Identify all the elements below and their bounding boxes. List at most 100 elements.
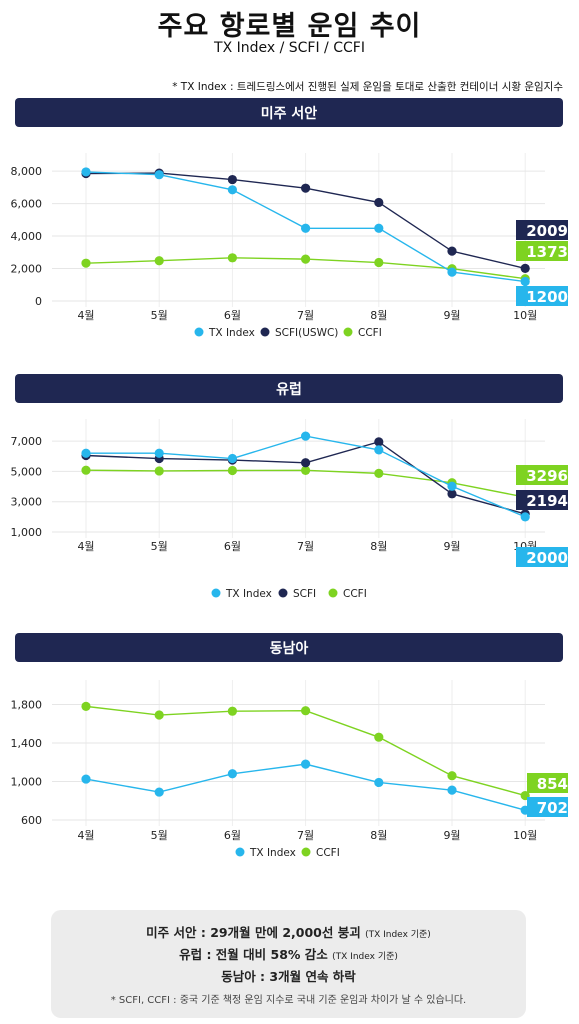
end-label-box	[516, 220, 568, 240]
end-label-box	[516, 286, 568, 306]
end-value-label-tx: 702	[527, 797, 568, 817]
end-label-box	[527, 773, 568, 793]
data-point-tx	[447, 267, 457, 277]
x-tick-label: 4월	[77, 540, 94, 553]
end-label-box	[527, 797, 568, 817]
x-tick-label: 5월	[151, 540, 168, 553]
end-value-label-scfi: 2194	[516, 490, 568, 510]
data-point-tx	[374, 445, 384, 455]
end-value-label-ccfi: 1373	[516, 241, 568, 261]
x-tick-label: 6월	[224, 309, 241, 322]
end-label-text: 854	[537, 775, 568, 793]
x-tick-label: 7월	[297, 829, 314, 842]
summary-line-southeast-asia: 동남아 : 3개월 연속 하락	[221, 969, 356, 984]
data-point-tx	[301, 223, 311, 233]
data-point-ccfi	[301, 706, 311, 716]
data-point-scfi	[447, 246, 457, 256]
legend-marker	[278, 588, 288, 598]
x-tick-label: 8월	[370, 540, 387, 553]
legend-label: TX Index	[249, 847, 296, 859]
end-label-text: 2194	[526, 492, 568, 510]
data-point-tx	[520, 276, 530, 287]
summary-line-europe-basis: (TX Index 기준)	[332, 952, 398, 962]
legend-label: CCFI	[316, 847, 340, 859]
data-point-tx	[154, 448, 164, 458]
y-tick-label: 600	[21, 814, 42, 827]
summary-footnote: * SCFI, CCFI : 중국 기준 책정 운임 지수로 국내 기준 운임과…	[110, 995, 467, 1006]
summary-line-us-west-text: 미주 서안 : 29개월 만에 2,000선 붕괴	[146, 925, 361, 940]
x-tick-label: 9월	[443, 309, 460, 322]
y-tick-label: 8,000	[11, 165, 43, 178]
data-point-ccfi	[374, 468, 384, 478]
data-point-tx	[154, 170, 164, 180]
section-header-europe: 유럽	[15, 374, 563, 403]
end-label-text: 2000	[526, 549, 568, 567]
legend-item-ccfi: CCFI	[343, 327, 382, 339]
x-tick-label: 9월	[443, 829, 460, 842]
data-point-ccfi	[447, 771, 457, 781]
end-label-text: 2009	[526, 222, 568, 240]
data-point-tx	[227, 769, 237, 779]
data-point-ccfi	[301, 254, 311, 264]
end-label-text: 1200	[526, 288, 568, 306]
chart-us-west: 0 2,000 4,000 6,000 8,000 4월 5월 6월 7월 8월 9월 10월 1200…	[11, 153, 568, 339]
legend-item-scfi: SCFI	[278, 588, 316, 600]
end-label-box	[516, 490, 568, 510]
y-tick-label: 3,000	[11, 496, 43, 509]
end-label-box	[516, 547, 568, 567]
x-tick-label: 7월	[297, 540, 314, 553]
page-subtitle: TX Index / SCFI / CCFI	[214, 40, 365, 56]
data-point-ccfi	[154, 710, 164, 720]
legend-marker	[260, 327, 270, 337]
summary-line-us-west-basis: (TX Index 기준)	[365, 930, 431, 940]
end-label-text: 3296	[526, 467, 568, 485]
data-point-ccfi	[301, 465, 311, 475]
legend-item-tx: TX Index	[211, 588, 272, 600]
data-point-scfi	[447, 489, 457, 499]
y-tick-label: 2,000	[11, 263, 43, 276]
end-label-text: 1373	[526, 243, 568, 261]
end-label-box	[516, 241, 568, 261]
data-point-tx	[227, 185, 237, 195]
x-tick-label: 6월	[224, 540, 241, 553]
data-point-tx	[520, 512, 530, 522]
legend-marker	[194, 327, 204, 337]
y-tick-label: 7,000	[11, 435, 43, 448]
data-point-tx	[301, 431, 311, 441]
data-point-tx	[81, 167, 91, 177]
x-tick-label: 5월	[151, 309, 168, 322]
data-point-tx	[154, 787, 164, 797]
x-tick-label: 9월	[443, 540, 460, 553]
legend-label: TX Index	[208, 327, 255, 339]
tx-index-note: * TX Index : 트레드링스에서 진행된 실제 운임을 토대로 산출한 …	[172, 81, 563, 93]
y-tick-label: 5,000	[11, 465, 43, 478]
data-point-tx	[374, 777, 384, 788]
data-point-scfi	[374, 197, 384, 208]
data-point-ccfi	[374, 257, 384, 268]
end-value-label-ccfi: 854	[527, 773, 568, 793]
legend-marker	[343, 327, 353, 337]
summary-line-us-west: 미주 서안 : 29개월 만에 2,000선 붕괴 (TX Index 기준)	[51, 923, 526, 945]
data-point-tx	[447, 481, 457, 491]
data-point-tx	[227, 453, 237, 464]
legend-label: TX Index	[225, 588, 272, 600]
y-tick-label: 1,000	[11, 526, 43, 539]
section-header-southeast-asia: 동남아	[15, 633, 563, 662]
x-tick-label: 5월	[151, 829, 168, 842]
summary-box: 미주 서안 : 29개월 만에 2,000선 붕괴 (TX Index 기준) …	[51, 910, 526, 1018]
x-tick-label: 10월	[513, 309, 537, 322]
legend-item-ccfi: CCFI	[328, 588, 367, 600]
data-point-ccfi	[81, 465, 91, 475]
legend-marker	[328, 588, 338, 598]
x-tick-label: 6월	[224, 829, 241, 842]
data-point-scfi	[301, 458, 311, 468]
legend-item-tx: TX Index	[235, 847, 296, 859]
legend-label: CCFI	[358, 327, 382, 339]
end-value-label-tx: 2000	[516, 547, 568, 567]
legend-item-ccfi: CCFI	[301, 847, 340, 859]
section-header-us-west: 미주 서안	[15, 98, 563, 127]
data-point-tx	[374, 223, 384, 233]
y-tick-label: 0	[35, 295, 42, 308]
y-tick-label: 1,800	[11, 698, 43, 711]
data-point-tx	[81, 448, 91, 458]
